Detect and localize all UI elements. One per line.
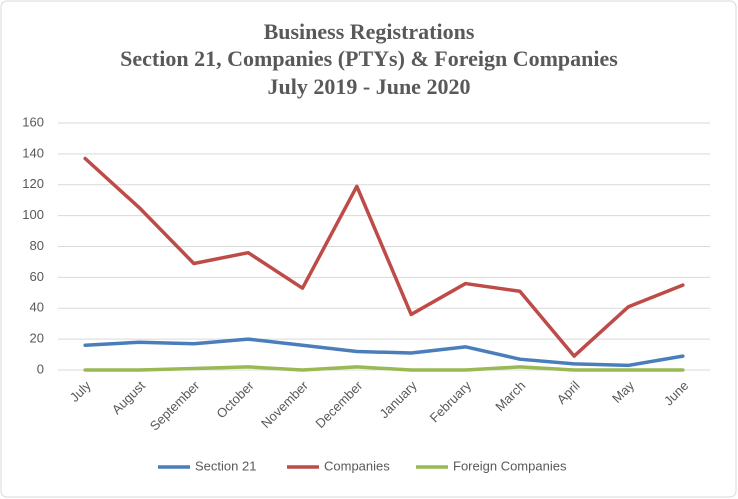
- y-tick-label: 80: [30, 238, 44, 253]
- y-tick-label: 140: [22, 145, 44, 160]
- y-tick-label: 60: [30, 269, 44, 284]
- line-series: [83, 365, 685, 372]
- y-tick-label: 120: [22, 176, 44, 191]
- chart-title: July 2019 - June 2020: [268, 74, 471, 99]
- y-tick-label: 160: [22, 114, 44, 129]
- chart-title: Business Registrations: [264, 19, 475, 44]
- y-tick-label: 100: [22, 207, 44, 222]
- y-tick-label: 40: [30, 300, 44, 315]
- y-tick-label: 0: [37, 361, 44, 376]
- y-tick-label: 20: [30, 331, 44, 346]
- line-series: [83, 156, 685, 358]
- legend-label: Section 21: [195, 458, 256, 473]
- line-series: [83, 337, 685, 368]
- chart-title: Section 21, Companies (PTYs) & Foreign C…: [120, 46, 618, 71]
- legend-label: Foreign Companies: [453, 458, 567, 473]
- legend-label: Companies: [324, 458, 390, 473]
